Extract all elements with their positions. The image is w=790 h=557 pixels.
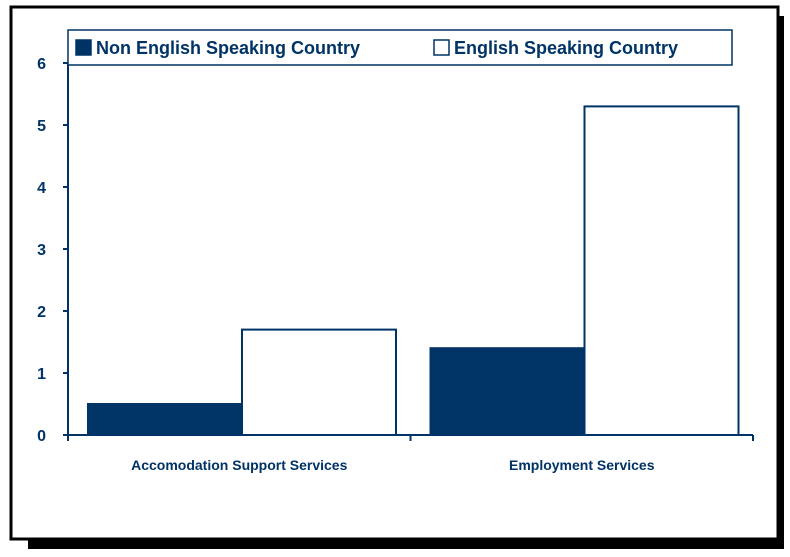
legend-label-english: English Speaking Country: [454, 38, 678, 58]
legend-label-non-english: Non English Speaking Country: [96, 38, 360, 58]
y-tick-label-2: 2: [37, 304, 46, 321]
axes: Accomodation Support Services Employment …: [37, 56, 754, 473]
y-tick-label-4: 4: [37, 180, 46, 197]
bar-non-english-1: [429, 347, 586, 437]
legend: Non English Speaking Country English Spe…: [67, 29, 733, 66]
x-tick-label-1: Employment Services: [509, 457, 655, 473]
y-tick-label-3: 3: [37, 242, 46, 259]
bar-english-0: [241, 328, 397, 437]
plot-area: [87, 105, 740, 437]
legend-box: [67, 29, 733, 66]
y-tick-label-6: 6: [37, 56, 46, 73]
bar-english-1: [583, 105, 740, 437]
y-tick-label-5: 5: [37, 118, 46, 135]
y-tick-label-1: 1: [37, 366, 46, 383]
y-tick-label-0: 0: [37, 428, 46, 445]
x-tick-label-0: Accomodation Support Services: [131, 457, 347, 473]
legend-swatch-non-english: [75, 39, 92, 56]
legend-swatch-english: [433, 39, 450, 56]
bar-non-english-0: [87, 403, 243, 436]
